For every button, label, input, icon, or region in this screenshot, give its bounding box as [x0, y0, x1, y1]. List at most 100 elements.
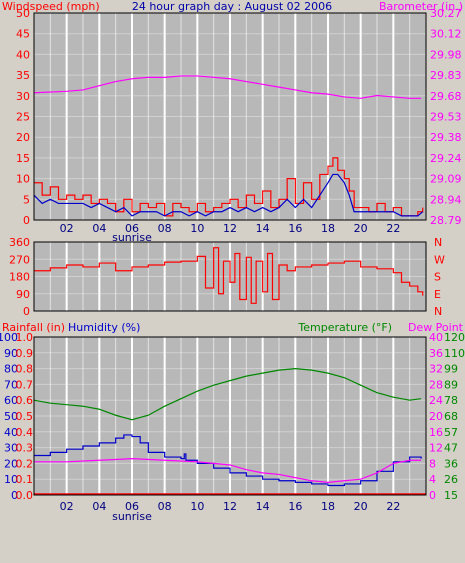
rainfall-tick-label: 0.6	[16, 394, 34, 407]
barometer-line	[33, 75, 422, 99]
rainfall-axis-label: Rainfall (in)	[2, 321, 65, 334]
windspeed-tick-label: 5	[23, 193, 30, 206]
x-tick-label: 18	[321, 222, 335, 235]
rainfall-tick-label: 0.5	[16, 410, 34, 423]
x-tick-label: 22	[386, 222, 400, 235]
wind-baro-plot-border	[33, 12, 427, 221]
rainfall-tick-label: 0.8	[16, 363, 34, 376]
wind-direction-series	[34, 247, 424, 304]
temperature-tick-label: 57	[444, 426, 458, 439]
dewpoint-tick-label: 12	[429, 442, 443, 455]
x-tick-label: 18	[321, 500, 335, 513]
direction-degree-tick-label: 0	[23, 305, 30, 318]
humidity-axis-label: Humidity (%)	[68, 321, 140, 334]
direction-degree-tick-label: 180	[9, 271, 30, 284]
humidity-line	[34, 434, 422, 487]
x-tick-label: 12	[223, 222, 237, 235]
dewpoint-tick-label: 4	[429, 473, 436, 486]
barometer-tick-label: 29.98	[430, 48, 462, 61]
dewpoint-tick-label: 28	[429, 378, 443, 391]
rainfall-tick-label: 0.4	[16, 426, 34, 439]
humidity-tick-label: 30	[4, 442, 18, 455]
temperature-tick-label: 15	[444, 489, 458, 502]
wind-baro-x-tick-labels: 02 04 06 08 10 12 14 16 18 20 22	[60, 222, 401, 235]
direction-compass-tick-label: E	[434, 288, 441, 301]
rainfall-tick-label: 0.7	[16, 378, 34, 391]
sunrise-label-bottom: sunrise	[112, 510, 152, 523]
rainfall-tick-label: 0.0	[16, 489, 34, 502]
x-tick-label: 04	[92, 500, 106, 513]
x-tick-label: 14	[256, 222, 270, 235]
x-tick-label: 04	[92, 222, 106, 235]
humidity-tick-label: 60	[4, 394, 18, 407]
windspeed-tick-label: 15	[16, 152, 30, 165]
barometer-tick-labels: 30.27 30.12 29.98 29.83 29.68 29.53 29.38 29.24…	[430, 7, 462, 227]
chart-title: 24 hour graph day : August 02 2006	[132, 0, 332, 13]
direction-degree-tick-label: 90	[16, 288, 30, 301]
rainfall-tick-labels: 1.0 0.9 0.8 0.7 0.6 0.5 0.4 0.3 0.2 0.1 0.0	[16, 331, 34, 502]
humidity-tick-label: 20	[4, 457, 18, 470]
x-tick-label: 22	[386, 500, 400, 513]
rainfall-tick-label: 0.1	[16, 473, 34, 486]
wind-baro-series	[33, 75, 424, 217]
sunrise-label-top: sunrise	[112, 231, 152, 244]
temperature-tick-label: 78	[444, 394, 458, 407]
humidity-tick-label: 40	[4, 426, 18, 439]
barometer-tick-label: 29.68	[430, 90, 462, 103]
temperature-tick-label: 47	[444, 442, 458, 455]
temperature-axis-label: Temperature (°F)	[297, 321, 392, 334]
barometer-tick-label: 29.38	[430, 131, 462, 144]
dewpoint-tick-label: 40	[429, 331, 443, 344]
dewpoint-tick-label: 24	[429, 394, 443, 407]
x-tick-label: 06	[125, 500, 139, 513]
rainfall-tick-label: 0.2	[16, 457, 34, 470]
dewpoint-tick-label: 0	[429, 489, 436, 502]
barometer-tick-label: 29.09	[430, 173, 462, 186]
wind-direction-line	[34, 247, 424, 304]
x-tick-label: 02	[60, 222, 74, 235]
humidity-tick-label: 80	[4, 363, 18, 376]
temperature-tick-label: 68	[444, 410, 458, 423]
barometer-tick-label: 30.12	[430, 28, 462, 41]
windspeed-tick-label: 0	[23, 214, 30, 227]
dewpoint-tick-label: 20	[429, 410, 443, 423]
x-tick-label: 20	[354, 222, 368, 235]
wind-direction-plot-border	[33, 241, 427, 312]
temperature-tick-label: 110	[444, 347, 465, 360]
humidity-tick-label: 0	[11, 489, 18, 502]
direction-degree-tick-label: 270	[9, 253, 30, 266]
x-tick-label: 12	[223, 500, 237, 513]
direction-compass-tick-label: S	[434, 271, 441, 284]
temperature-tick-label: 120	[444, 331, 465, 344]
dewpoint-tick-label: 36	[429, 347, 443, 360]
temp-humidity-grid	[34, 337, 426, 495]
x-tick-label: 08	[158, 222, 172, 235]
x-tick-label: 10	[190, 222, 204, 235]
barometer-tick-label: 29.24	[430, 152, 462, 165]
x-tick-label: 14	[256, 500, 270, 513]
barometer-axis-label: Barometer (in.)	[379, 0, 463, 13]
barometer-tick-label: 28.94	[430, 193, 462, 206]
windspeed-tick-label: 50	[16, 7, 30, 20]
temp-humidity-x-tick-labels: 02 04 06 08 10 12 14 16 18 20 22	[60, 500, 401, 513]
direction-compass-tick-label: N	[434, 305, 442, 318]
temperature-tick-label: 89	[444, 378, 458, 391]
windspeed-tick-label: 30	[16, 90, 30, 103]
temp-humidity-plot-border	[33, 336, 427, 496]
dewpoint-tick-label: 16	[429, 426, 443, 439]
direction-degree-tick-label: 360	[9, 236, 30, 249]
barometer-tick-label: 30.27	[430, 7, 462, 20]
temperature-tick-label: 26	[444, 473, 458, 486]
wind-baro-grid	[34, 13, 426, 220]
barometer-tick-label: 28.79	[430, 214, 462, 227]
windspeed-axis-label: Windspeed (mph)	[2, 0, 100, 13]
wind-direction-grid	[34, 242, 426, 311]
windspeed-tick-label: 45	[16, 28, 30, 41]
dew-point-line	[34, 458, 422, 483]
humidity-tick-label: 100	[0, 331, 18, 344]
temperature-line	[33, 367, 422, 421]
rainfall-tick-label: 1.0	[16, 331, 34, 344]
